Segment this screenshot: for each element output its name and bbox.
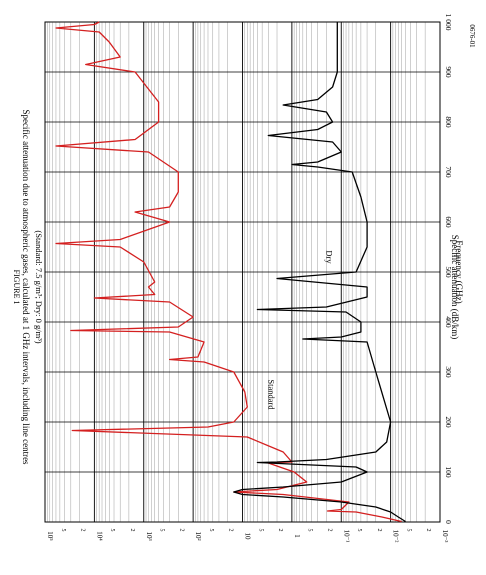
y-minor-tick-label: 2 — [228, 529, 234, 532]
figure-subtitle: (Standard: 7.5 g/m³; Dry: 0 g/m³) — [34, 230, 44, 343]
series-line-dry — [233, 22, 406, 523]
x-tick-label: 500 — [444, 266, 453, 278]
figure-label: FIGURE 1 — [12, 270, 21, 305]
y-tick-label: 10² — [194, 531, 202, 540]
x-tick-label: 200 — [444, 416, 453, 428]
y-minor-tick-label: 2 — [326, 529, 332, 532]
y-minor-tick-label: 2 — [376, 529, 382, 532]
x-tick-label: 600 — [444, 216, 453, 228]
y-tick-label: 10⁴ — [95, 531, 103, 541]
plot-area — [44, 21, 441, 523]
y-minor-tick-label: 5 — [356, 529, 362, 532]
y-minor-tick-label: 2 — [425, 529, 431, 532]
y-minor-tick-label: 5 — [405, 529, 411, 532]
y-tick-label: 10⁻³ — [441, 530, 449, 543]
x-tick-label: 800 — [444, 116, 453, 128]
x-tick-labels: 0 100 200 300 400 500 600 700 800 900 1 000 — [444, 14, 453, 525]
y-minor-tick-label: 5 — [307, 529, 313, 532]
y-axis-label: Specific attenuation (dB/km) — [450, 235, 460, 339]
y-minor-tick-label: 2 — [80, 529, 86, 532]
x-tick-label: 1 000 — [444, 14, 453, 31]
x-tick-label: 300 — [444, 366, 453, 378]
frequency-axis-label: Frequency (GHz) — [454, 240, 464, 303]
x-tick-label: 100 — [444, 466, 453, 478]
figure-title: Specific attenuation due to atmospheric … — [21, 109, 31, 465]
x-tick-label: 0 — [444, 520, 453, 524]
annotation-dry: Dry — [324, 250, 334, 264]
y-tick-labels: 10⁻³ 2 5 10⁻² 2 5 10⁻¹ 2 5 1 2 5 10 2 5 10² 2 5 10³ 2 5 10⁴ 2 5… — [46, 529, 449, 543]
y-tick-label: 10³ — [145, 531, 153, 540]
y-tick-label: 10⁵ — [46, 531, 54, 541]
y-minor-tick-label: 2 — [277, 529, 283, 532]
y-minor-tick-label: 5 — [257, 529, 263, 532]
y-minor-tick-label: 5 — [60, 529, 66, 532]
y-tick-label: 10⁻¹ — [342, 530, 350, 543]
y-minor-tick-label: 2 — [178, 529, 184, 532]
grid — [45, 21, 441, 523]
annotations: Standard Dry — [266, 250, 334, 410]
y-minor-tick-label: 2 — [129, 529, 135, 532]
y-tick-label: 10 — [244, 533, 252, 541]
y-minor-tick-label: 5 — [208, 529, 214, 532]
y-tick-label: 10⁻² — [392, 530, 400, 543]
figure-code: 0676-01 — [468, 24, 476, 48]
x-tick-label: 400 — [444, 316, 453, 328]
annotation-standard: Standard — [266, 379, 276, 410]
curves — [55, 21, 406, 523]
y-minor-tick-label: 5 — [109, 529, 115, 532]
x-tick-label: 900 — [444, 66, 453, 78]
x-tick-label: 700 — [444, 166, 453, 178]
y-minor-tick-label: 5 — [159, 529, 165, 532]
series-line-standard — [55, 21, 402, 523]
y-tick-label: 1 — [293, 534, 301, 538]
